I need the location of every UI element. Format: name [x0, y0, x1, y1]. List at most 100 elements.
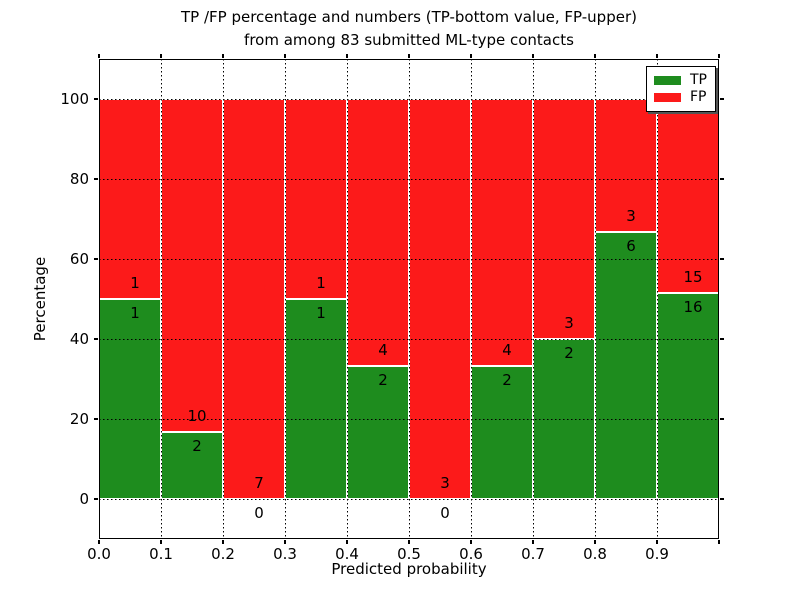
x-tick: [222, 540, 224, 544]
y-gridline: [99, 339, 719, 340]
bar-tp-segment: [595, 232, 657, 499]
x-tick-label: 0.3: [273, 545, 297, 563]
x-gridline: [285, 59, 286, 539]
x-tick: [532, 540, 534, 544]
x-gridline: [657, 59, 658, 539]
bar-tp-segment: [347, 365, 409, 499]
x-tick-label: 0.1: [149, 545, 173, 563]
x-tick: [408, 540, 410, 544]
bar-fp-segment: [533, 99, 595, 339]
bar-tp-count-label: 1: [130, 304, 140, 322]
x-tick: [594, 540, 596, 544]
y-tick: [720, 498, 724, 500]
x-tick-label: 0.8: [583, 545, 607, 563]
x-tick: [656, 54, 658, 58]
bar-fp-count-label: 3: [564, 314, 574, 332]
bar-fp-segment: [285, 99, 347, 299]
x-tick: [470, 54, 472, 58]
bar-fp-segment: [657, 99, 719, 293]
y-tick: [720, 178, 724, 180]
x-tick: [346, 54, 348, 58]
x-tick-label: 0.2: [211, 545, 235, 563]
y-tick: [720, 418, 724, 420]
tp-legend-swatch: [654, 76, 681, 85]
y-tick: [94, 98, 98, 100]
bar-tp-count-label: 2: [564, 344, 574, 362]
x-tick: [346, 540, 348, 544]
x-gridline: [223, 59, 224, 539]
bar-tp-count-label: 6: [626, 237, 636, 256]
legend-box: TP FP: [646, 66, 716, 112]
bar-tp-segment: [285, 299, 347, 499]
y-tick-label: 40: [69, 330, 89, 348]
bar-tp-segment: [99, 299, 161, 499]
bar-fp-count-label: 3: [626, 207, 636, 226]
x-tick-label: 0.0: [87, 545, 111, 563]
x-tick: [594, 54, 596, 58]
bar-tp-count-label: 2: [502, 370, 512, 389]
y-tick: [720, 258, 724, 260]
x-gridline: [409, 59, 410, 539]
plot-area: 1 1 10 2 7 0 1 1 4 2 3 0 4 2 3 2 3 6 15 16 0.0 0.1 0.2 0.3 0.4 0.…: [60, 54, 724, 563]
x-tick-label: 0.6: [459, 545, 483, 563]
bar-tp-count-label: 16: [683, 297, 703, 316]
x-tick: [408, 54, 410, 58]
y-tick-label: 80: [69, 170, 89, 188]
bar-fp-segment: [347, 99, 409, 366]
fp-legend-swatch: [654, 93, 681, 102]
x-tick: [284, 54, 286, 58]
y-gridline: [99, 99, 719, 100]
x-tick: [470, 540, 472, 544]
y-tick: [94, 258, 98, 260]
x-tick: [98, 540, 100, 544]
bar-tp-count-label: 0: [254, 504, 264, 522]
x-gridline: [161, 59, 162, 539]
x-tick-label: 0.4: [335, 545, 359, 563]
bar-fp-segment: [99, 99, 161, 299]
bar-fp-count-label: 1: [316, 274, 326, 292]
x-tick-label: 0.5: [397, 545, 421, 563]
bar-tp-count-label: 2: [378, 370, 388, 389]
x-tick: [222, 54, 224, 58]
chart-title-line1: TP /FP percentage and numbers (TP-bottom…: [181, 8, 637, 26]
y-axis-label: Percentage: [31, 256, 49, 342]
x-tick: [160, 54, 162, 58]
y-tick: [94, 498, 98, 500]
bar-tp-segment: [161, 432, 223, 499]
x-tick: [718, 540, 720, 544]
x-tick-label: 0.7: [521, 545, 545, 563]
legend-item: TP: [654, 72, 708, 89]
y-tick-label: 0: [79, 490, 89, 508]
bar-tp-segment: [657, 292, 719, 499]
x-tick: [160, 540, 162, 544]
bar-fp-count-label: 4: [502, 340, 512, 359]
x-tick: [718, 54, 720, 58]
x-tick: [284, 540, 286, 544]
x-tick: [532, 54, 534, 58]
y-tick: [94, 338, 98, 340]
y-gridline: [99, 179, 719, 180]
y-gridline: [99, 259, 719, 260]
x-gridline: [471, 59, 472, 539]
x-tick-label: 0.9: [645, 545, 669, 563]
legend-item: FP: [654, 89, 708, 106]
bar-fp-count-label: 10: [187, 407, 207, 426]
y-tick: [720, 338, 724, 340]
x-axis-label: Predicted probability: [331, 560, 487, 578]
legend-label: FP: [690, 89, 707, 105]
bar-fp-count-label: 4: [378, 340, 388, 359]
bar-tp-count-label: 2: [192, 437, 202, 456]
x-tick: [98, 54, 100, 58]
bar-tp-count-label: 0: [440, 504, 450, 522]
bar-fp-count-label: 1: [130, 274, 140, 292]
y-tick-label: 100: [60, 90, 89, 108]
bar-tp-count-label: 1: [316, 304, 326, 322]
y-tick: [720, 98, 724, 100]
y-gridline: [99, 419, 719, 420]
bar-fp-count-label: 3: [440, 474, 450, 492]
y-tick: [94, 418, 98, 420]
x-gridline: [595, 59, 596, 539]
y-tick: [94, 178, 98, 180]
bar-fp-segment: [409, 99, 471, 499]
legend-label: TP: [690, 72, 707, 88]
